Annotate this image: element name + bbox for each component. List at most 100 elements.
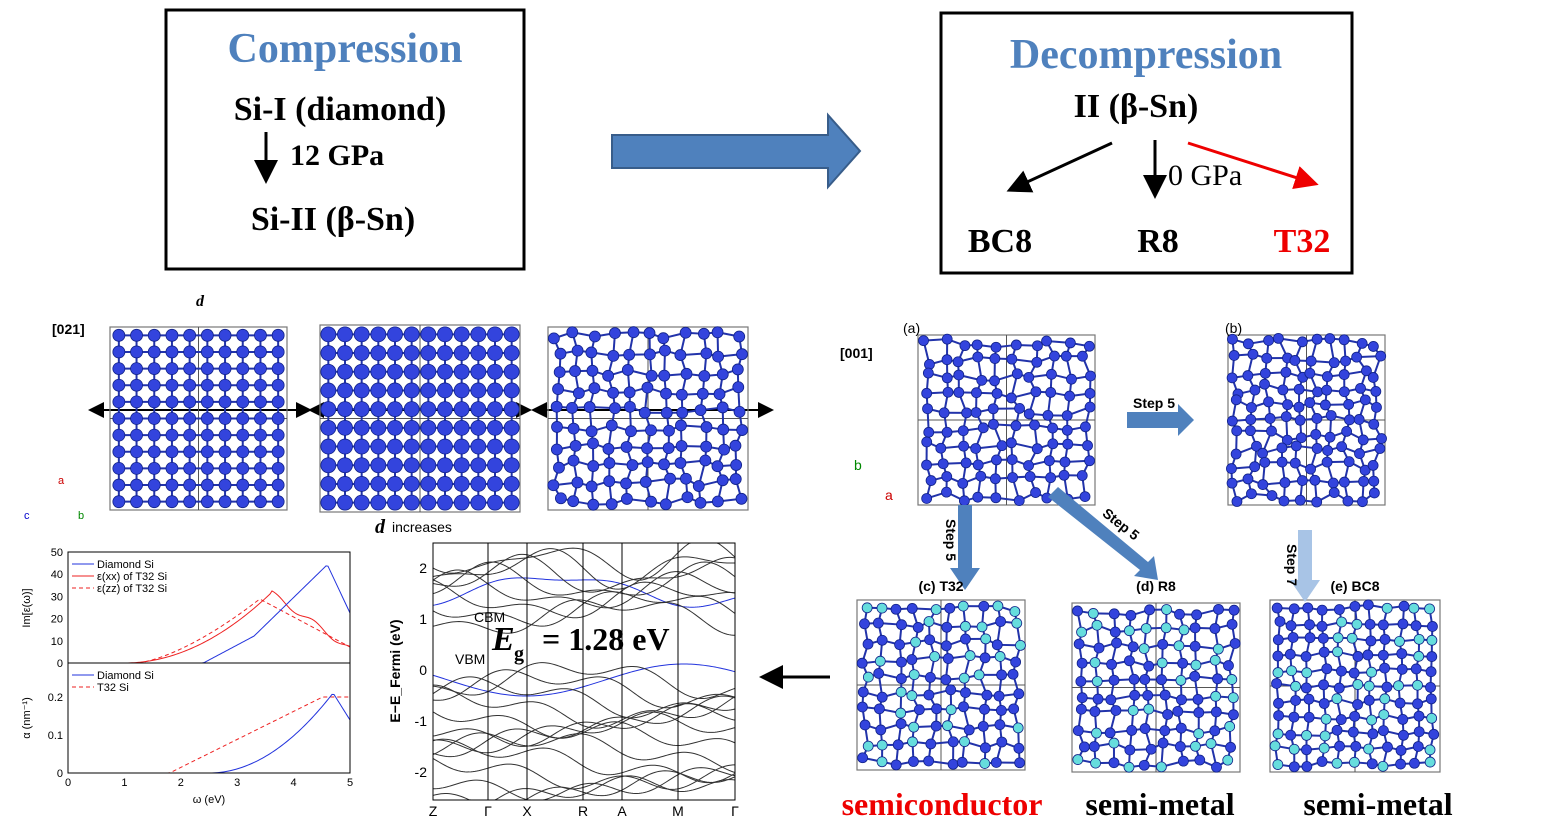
atom: [970, 443, 982, 454]
atom: [1361, 365, 1372, 377]
atom: [1408, 602, 1420, 614]
atom: [1280, 366, 1292, 378]
atom: [1127, 705, 1139, 716]
atom: [958, 440, 970, 452]
atom: [437, 345, 453, 361]
atom: [1259, 456, 1271, 468]
atom: [1014, 403, 1025, 414]
atom: [437, 457, 453, 474]
atom: [995, 616, 1007, 627]
atom: [862, 740, 874, 752]
atom: [1194, 754, 1206, 766]
atom: [1174, 608, 1185, 620]
atom: [1338, 369, 1350, 380]
atom: [735, 492, 748, 505]
atom: [320, 457, 337, 474]
atom: [1010, 420, 1022, 432]
atom: [370, 457, 387, 474]
atom: [1426, 634, 1438, 646]
atom: [271, 345, 285, 359]
atom: [470, 345, 487, 361]
atom: [1085, 370, 1096, 382]
atom: [1084, 388, 1096, 399]
atom: [403, 345, 420, 361]
atom: [271, 328, 285, 342]
atom: [996, 736, 1008, 748]
atom: [1013, 495, 1025, 507]
atom: [503, 345, 520, 361]
atom: [1375, 350, 1387, 362]
atom: [1263, 396, 1274, 408]
atom: [857, 686, 869, 698]
atom: [470, 382, 487, 399]
atom: [894, 639, 905, 651]
atom: [320, 363, 337, 380]
atom: [1287, 632, 1299, 643]
atom: [503, 326, 520, 343]
start-phase: II (β-Sn): [1074, 88, 1199, 125]
atom: [165, 428, 179, 442]
atom: [956, 756, 968, 768]
lattice: [1226, 332, 1387, 508]
atom: [923, 755, 935, 767]
atom: [712, 350, 724, 363]
atom: [1310, 429, 1322, 440]
y-tick-label: 0.2: [48, 692, 63, 704]
atom: [624, 400, 636, 413]
atom: [976, 374, 988, 386]
y-tick-label: -2: [415, 764, 428, 780]
atom: [566, 401, 578, 414]
atom: [957, 478, 969, 489]
atom: [1364, 618, 1376, 630]
atom: [680, 472, 692, 485]
atom: [910, 636, 921, 648]
atom: [938, 407, 950, 419]
atom: [923, 426, 935, 438]
atom: [165, 378, 179, 392]
atom: [906, 603, 918, 614]
atom: [1412, 698, 1423, 710]
atom: [944, 602, 956, 614]
atom: [906, 690, 918, 701]
atom: [1088, 741, 1100, 752]
atom: [961, 407, 973, 419]
atom: [337, 382, 353, 399]
atom: [271, 462, 285, 475]
atom: [1211, 761, 1222, 773]
atom: [700, 440, 713, 453]
atom: [935, 442, 947, 454]
atom: [147, 478, 161, 492]
atom: [1175, 674, 1187, 686]
atom: [353, 401, 370, 418]
atom: [1305, 463, 1316, 475]
atom: [711, 460, 724, 473]
atom: [1338, 386, 1350, 398]
atom: [1108, 737, 1120, 749]
atom: [1032, 340, 1043, 352]
curve: [432, 577, 736, 608]
atom: [1289, 355, 1301, 366]
atom: [603, 457, 616, 469]
atom: [1066, 373, 1077, 385]
atom: [1124, 744, 1136, 756]
atom: [1365, 635, 1377, 647]
atom: [437, 419, 453, 436]
atom: [236, 478, 250, 492]
atom: [165, 412, 179, 425]
curve: [432, 669, 736, 709]
atom: [700, 421, 713, 433]
atom: [254, 428, 267, 442]
atom: [1075, 675, 1087, 687]
atom: [1336, 665, 1347, 677]
atom: [147, 412, 161, 425]
atom: [1072, 754, 1084, 765]
atom: [130, 428, 143, 442]
atom: [236, 445, 250, 459]
atom: [588, 330, 601, 343]
atom: [1393, 680, 1404, 692]
atom: [1223, 660, 1234, 671]
atom: [1359, 394, 1371, 406]
atom: [1174, 741, 1186, 752]
atom: [271, 495, 285, 509]
y-tick-label: 10: [51, 636, 63, 648]
